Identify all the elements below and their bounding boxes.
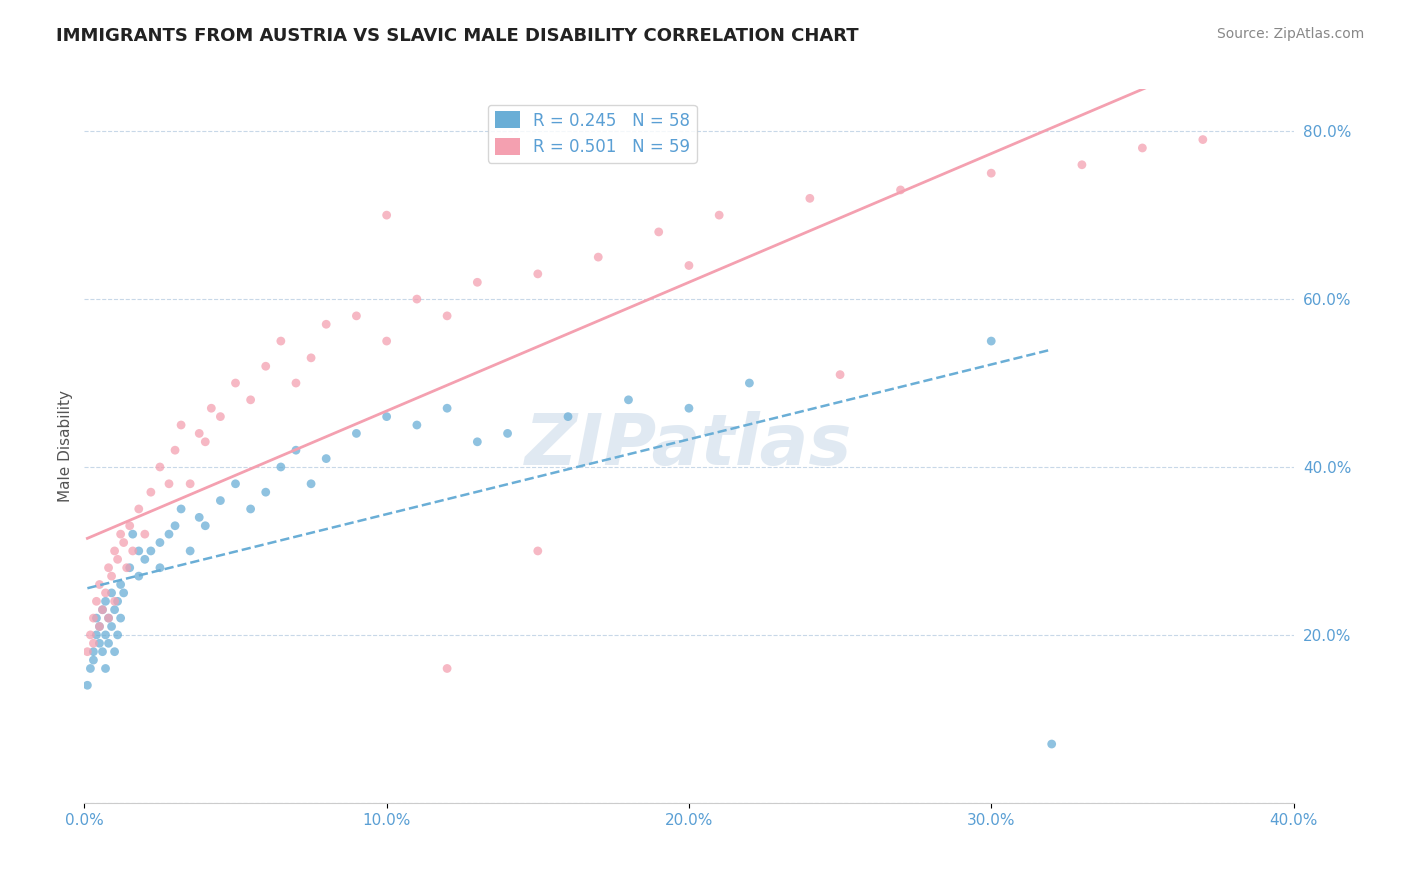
Point [1130, 141, 1153, 155]
Text: ZIPatlas: ZIPatlas [526, 411, 852, 481]
Point [270, 460, 292, 475]
Point [76, 645, 98, 659]
Point [588, 250, 610, 264]
Point [1040, 737, 1063, 751]
Point [149, 460, 172, 475]
Point [97, 611, 120, 625]
Point [170, 417, 193, 432]
Point [239, 392, 262, 407]
Point [118, 518, 141, 533]
Point [179, 544, 201, 558]
Point [134, 527, 156, 541]
Legend: R = 0.245   N = 58, R = 0.501   N = 59: R = 0.245 N = 58, R = 0.501 N = 59 [488, 104, 696, 162]
Point [375, 409, 398, 424]
Point [709, 208, 731, 222]
Point [128, 569, 150, 583]
Point [285, 443, 308, 458]
Point [86, 628, 108, 642]
Point [104, 544, 127, 558]
Y-axis label: Male Disability: Male Disability [58, 390, 73, 502]
Point [436, 401, 458, 416]
Point [980, 166, 1002, 180]
Point [375, 208, 398, 222]
Point [94, 628, 117, 642]
Point [346, 309, 368, 323]
Point [375, 334, 398, 348]
Point [89, 619, 111, 633]
Point [94, 594, 117, 608]
Point [200, 401, 222, 416]
Point [91, 603, 114, 617]
Point [110, 527, 132, 541]
Point [299, 476, 322, 491]
Point [194, 434, 217, 449]
Point [79, 628, 101, 642]
Point [149, 560, 172, 574]
Point [97, 611, 120, 625]
Point [254, 485, 277, 500]
Point [179, 476, 201, 491]
Point [1192, 132, 1215, 146]
Point [121, 544, 143, 558]
Point [678, 259, 700, 273]
Point [527, 544, 550, 558]
Point [157, 527, 180, 541]
Point [436, 309, 458, 323]
Point [527, 267, 550, 281]
Point [94, 661, 117, 675]
Point [467, 275, 489, 289]
Point [406, 417, 429, 432]
Point [89, 636, 111, 650]
Point [128, 544, 150, 558]
Point [285, 376, 308, 390]
Point [112, 535, 135, 549]
Point [89, 619, 111, 633]
Point [115, 560, 138, 574]
Point [496, 426, 519, 441]
Point [165, 443, 187, 458]
Point [100, 569, 122, 583]
Point [82, 653, 104, 667]
Point [134, 552, 156, 566]
Point [107, 552, 129, 566]
Point [648, 225, 671, 239]
Point [107, 594, 129, 608]
Point [225, 476, 247, 491]
Point [97, 636, 120, 650]
Point [270, 334, 292, 348]
Point [104, 594, 127, 608]
Point [86, 594, 108, 608]
Point [104, 603, 127, 617]
Point [170, 502, 193, 516]
Point [91, 603, 114, 617]
Point [139, 544, 162, 558]
Point [557, 409, 579, 424]
Point [617, 392, 640, 407]
Point [157, 476, 180, 491]
Point [104, 645, 127, 659]
Point [299, 351, 322, 365]
Point [890, 183, 912, 197]
Point [436, 661, 458, 675]
Point [678, 401, 700, 416]
Point [194, 518, 217, 533]
Point [315, 318, 337, 332]
Point [86, 611, 108, 625]
Point [118, 560, 141, 574]
Point [82, 611, 104, 625]
Point [406, 292, 429, 306]
Point [97, 560, 120, 574]
Text: IMMIGRANTS FROM AUSTRIA VS SLAVIC MALE DISABILITY CORRELATION CHART: IMMIGRANTS FROM AUSTRIA VS SLAVIC MALE D… [56, 27, 859, 45]
Point [209, 409, 232, 424]
Point [89, 577, 111, 591]
Point [79, 661, 101, 675]
Point [225, 376, 247, 390]
Point [799, 191, 821, 205]
Point [139, 485, 162, 500]
Point [346, 426, 368, 441]
Point [110, 577, 132, 591]
Point [980, 334, 1002, 348]
Point [188, 426, 211, 441]
Point [149, 535, 172, 549]
